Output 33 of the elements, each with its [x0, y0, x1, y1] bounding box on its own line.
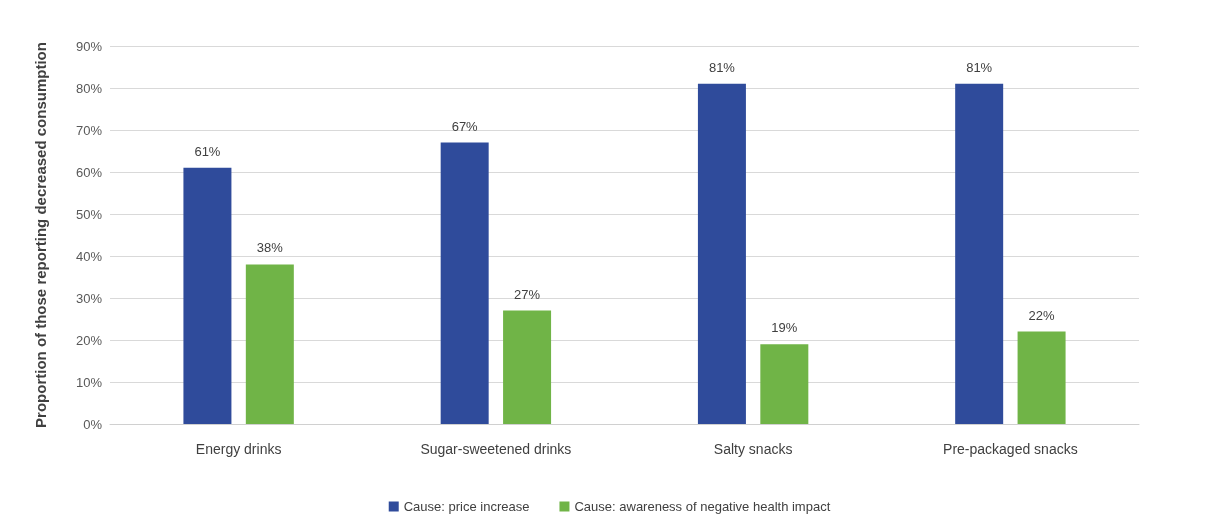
bar: [245, 264, 294, 424]
bar: [955, 83, 1004, 424]
y-axis-title: Proportion of those reporting decreased consumption: [31, 42, 49, 428]
y-tick-label: 70%: [75, 122, 103, 138]
data-label: 81%: [708, 59, 736, 75]
data-label: 27%: [514, 286, 541, 302]
bar: [760, 344, 809, 424]
bar: [183, 167, 232, 424]
y-tick-label: 10%: [75, 374, 103, 390]
legend-label: Cause: price increase: [403, 499, 530, 514]
y-tick-label: 50%: [75, 206, 103, 222]
y-tick-label: 40%: [75, 248, 103, 264]
bar: [1017, 331, 1066, 424]
y-tick-label: 60%: [75, 164, 103, 180]
bar: [503, 310, 552, 424]
legend-label: Cause: awareness of negative health impact: [574, 499, 831, 514]
y-tick-label: 80%: [75, 80, 103, 96]
x-tick-label: Pre-packaged snacks: [943, 441, 1078, 457]
data-label: 19%: [771, 320, 798, 336]
x-tick-label: Salty snacks: [713, 441, 793, 457]
data-label: 22%: [1028, 307, 1056, 323]
y-tick-label: 0%: [83, 416, 103, 432]
y-tick-label: 90%: [75, 38, 103, 54]
y-tick-label: 20%: [75, 332, 103, 348]
y-tick-label: 30%: [75, 290, 103, 306]
bar: [440, 142, 489, 424]
x-tick-label: Energy drinks: [195, 441, 282, 457]
bar: [697, 83, 746, 424]
data-label: 67%: [451, 118, 479, 134]
data-label: 81%: [966, 59, 993, 75]
data-label: 38%: [256, 240, 284, 256]
data-label: 61%: [194, 143, 221, 159]
x-tick-label: Sugar-sweetened drinks: [420, 441, 572, 457]
